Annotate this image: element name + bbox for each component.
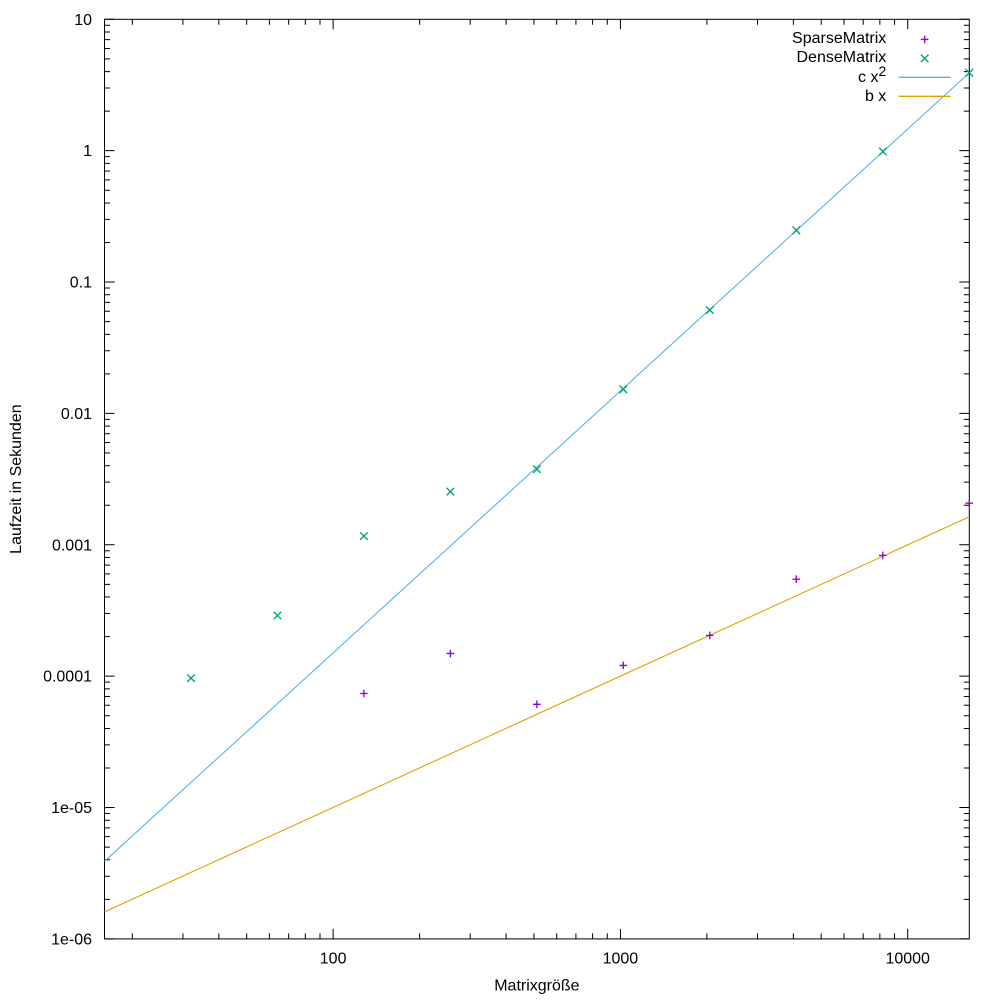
svg-text:b x: b x: [865, 88, 886, 105]
svg-text:Matrixgröße: Matrixgröße: [494, 978, 579, 995]
svg-text:1: 1: [83, 143, 92, 160]
svg-text:0.1: 0.1: [70, 275, 92, 292]
svg-text:10000: 10000: [885, 951, 930, 968]
svg-text:10: 10: [74, 12, 92, 29]
svg-text:100: 100: [320, 951, 347, 968]
svg-text:SparseMatrix: SparseMatrix: [792, 30, 886, 47]
svg-text:1000: 1000: [603, 951, 639, 968]
svg-text:1e-05: 1e-05: [51, 800, 92, 817]
svg-text:Laufzeit in Sekunden: Laufzeit in Sekunden: [8, 404, 25, 553]
svg-text:1e-06: 1e-06: [51, 931, 92, 948]
svg-text:0.0001: 0.0001: [43, 669, 92, 686]
svg-text:DenseMatrix: DenseMatrix: [796, 49, 886, 66]
svg-text:0.001: 0.001: [52, 537, 92, 554]
svg-text:0.01: 0.01: [61, 406, 92, 423]
